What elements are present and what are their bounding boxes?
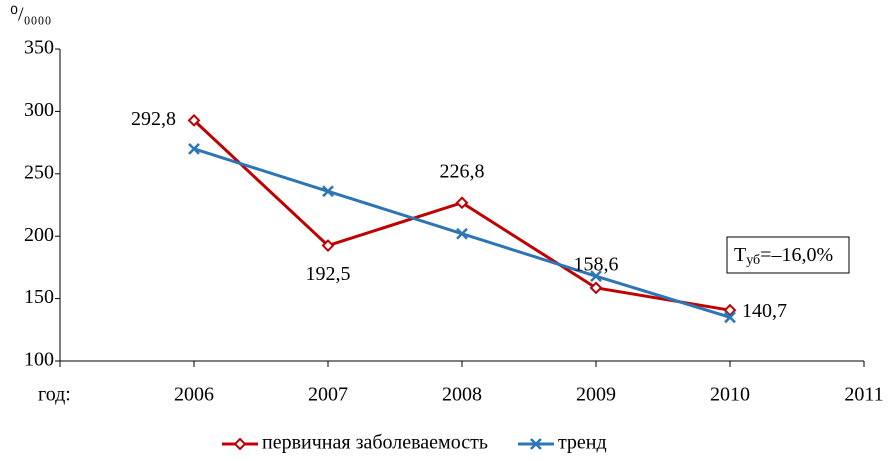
marker (456, 227, 468, 240)
marker (590, 270, 602, 283)
marker (589, 281, 603, 295)
legend-marker (530, 438, 542, 450)
x-tick-label: 2008 (442, 384, 482, 406)
y-tick-label: 100 (24, 349, 54, 371)
data-label: 192,5 (306, 263, 351, 285)
y-tick-label: 250 (24, 161, 54, 183)
marker (724, 311, 736, 324)
y-tick-label: 150 (24, 286, 54, 308)
x-axis-label: год: (38, 384, 71, 406)
y-tick-label: 300 (24, 99, 54, 121)
x-tick-label: 2009 (576, 384, 616, 406)
marker (187, 113, 201, 127)
marker (455, 196, 469, 210)
annotation: Туб=–16,0% (734, 244, 833, 269)
data-label: 292,8 (131, 108, 176, 130)
x-tick-label: 2007 (308, 384, 348, 406)
x-tick-label: 2010 (710, 384, 750, 406)
marker (321, 239, 335, 252)
legend-marker (233, 437, 247, 451)
series-line (192, 119, 731, 312)
y-tick-label: 350 (24, 37, 54, 59)
legend-label: первичная заболеваемость (262, 432, 488, 454)
annotation-main: Т (734, 244, 746, 266)
annotation-box (726, 236, 850, 274)
data-label: 140,7 (742, 300, 787, 322)
marker (188, 142, 200, 155)
x-tick-label: 2006 (174, 384, 214, 406)
marker (723, 303, 737, 317)
marker (322, 185, 334, 198)
data-label: 158,6 (574, 253, 619, 275)
legend-label: тренд (558, 432, 607, 454)
annotation-rest: =–16,0% (760, 244, 833, 266)
annotation-sub: уб (746, 253, 760, 268)
y-axis-unit: ⁰/₀₀₀₀ (10, 4, 51, 26)
x-tick-label: 2011 (844, 384, 883, 406)
y-tick-label: 200 (24, 224, 54, 246)
data-label: 226,8 (440, 160, 485, 182)
